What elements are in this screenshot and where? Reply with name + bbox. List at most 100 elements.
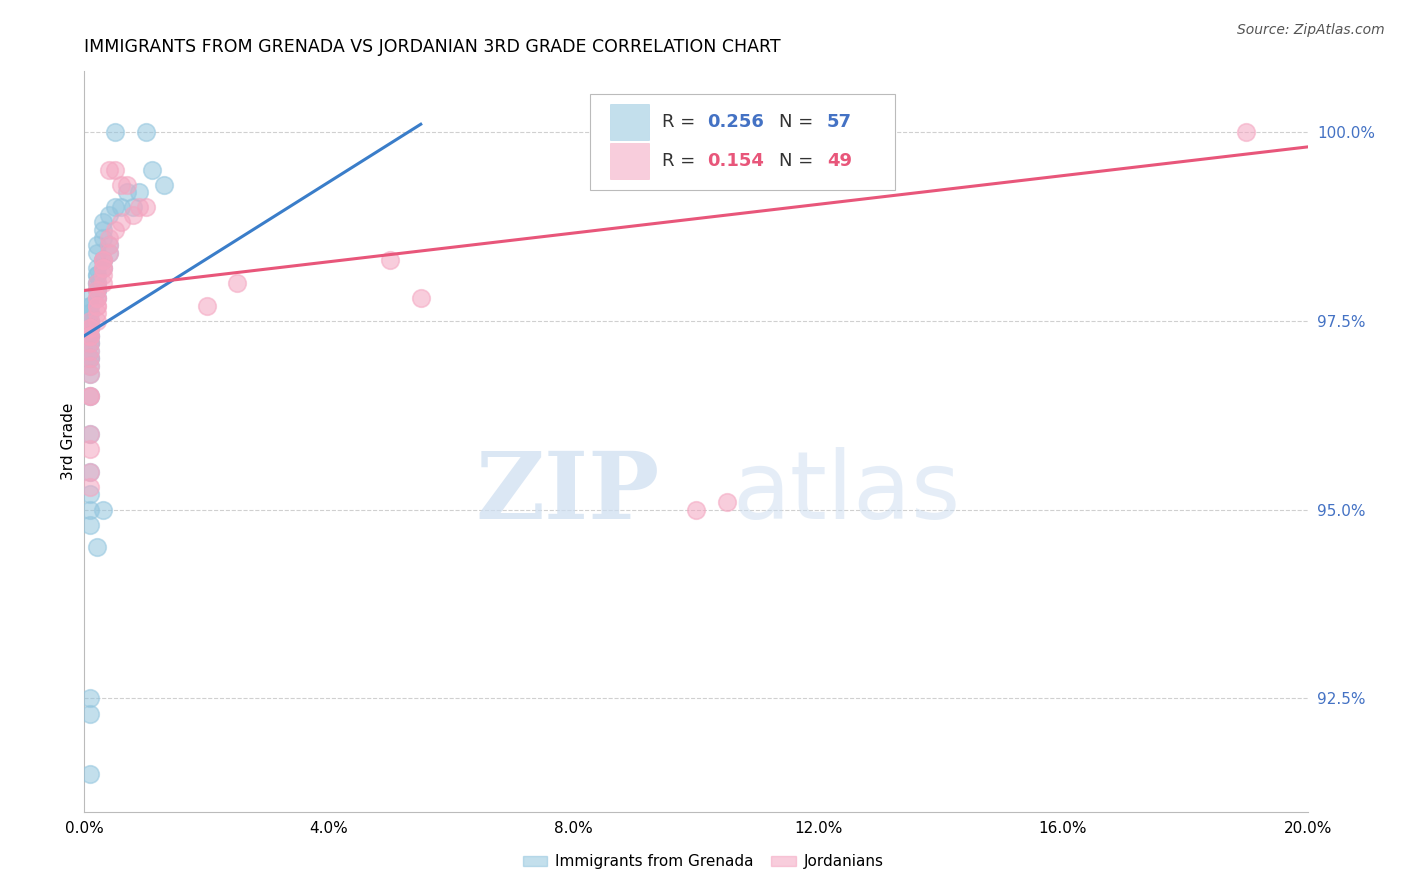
Point	[86, 245, 108, 260]
Point	[79, 299, 101, 313]
Point	[79, 313, 101, 327]
Legend: Immigrants from Grenada, Jordanians: Immigrants from Grenada, Jordanians	[516, 848, 890, 875]
Point	[86, 291, 108, 305]
Point	[104, 125, 127, 139]
Text: 0.154: 0.154	[707, 153, 763, 170]
Text: N =: N =	[779, 113, 820, 131]
Y-axis label: 3rd Grade: 3rd Grade	[60, 403, 76, 480]
Point	[110, 200, 132, 214]
Text: 0.256: 0.256	[707, 113, 763, 131]
Point	[79, 328, 101, 343]
Point	[104, 223, 127, 237]
Point	[91, 260, 114, 275]
Point	[79, 359, 101, 373]
Point	[104, 200, 127, 214]
Point	[104, 162, 127, 177]
Point	[79, 502, 101, 516]
Point	[79, 480, 101, 494]
Point	[91, 276, 114, 290]
Point	[97, 238, 120, 252]
FancyBboxPatch shape	[589, 94, 896, 190]
Point	[128, 186, 150, 200]
Point	[79, 706, 101, 721]
Point	[97, 245, 120, 260]
Point	[86, 541, 108, 555]
Text: IMMIGRANTS FROM GRENADA VS JORDANIAN 3RD GRADE CORRELATION CHART: IMMIGRANTS FROM GRENADA VS JORDANIAN 3RD…	[84, 38, 780, 56]
Text: R =: R =	[662, 113, 700, 131]
Point	[79, 367, 101, 381]
Point	[79, 389, 101, 403]
Point	[91, 260, 114, 275]
Point	[153, 178, 176, 192]
Point	[86, 268, 108, 283]
Point	[122, 208, 145, 222]
Point	[135, 125, 157, 139]
Point	[86, 291, 108, 305]
Point	[79, 351, 101, 366]
Point	[1236, 125, 1258, 139]
Point	[86, 299, 108, 313]
Point	[79, 306, 101, 320]
Point	[141, 162, 163, 177]
Point	[79, 343, 101, 358]
Text: ZIP: ZIP	[475, 449, 659, 539]
Point	[128, 200, 150, 214]
FancyBboxPatch shape	[610, 144, 650, 179]
Point	[409, 291, 432, 305]
Point	[79, 299, 101, 313]
Point	[91, 253, 114, 268]
Point	[79, 328, 101, 343]
Point	[86, 268, 108, 283]
Point	[79, 351, 101, 366]
Point	[97, 208, 120, 222]
Point	[115, 186, 138, 200]
Point	[79, 465, 101, 479]
Point	[79, 313, 101, 327]
Point	[79, 389, 101, 403]
Point	[122, 200, 145, 214]
Point	[91, 253, 114, 268]
Point	[685, 502, 707, 516]
Point	[86, 260, 108, 275]
Point	[79, 321, 101, 335]
Point	[91, 215, 114, 229]
Point	[79, 328, 101, 343]
Point	[86, 313, 108, 327]
Point	[79, 442, 101, 456]
Point	[79, 336, 101, 351]
Point	[79, 427, 101, 442]
Point	[97, 238, 120, 252]
Point	[86, 276, 108, 290]
Point	[79, 336, 101, 351]
Point	[110, 215, 132, 229]
Point	[79, 367, 101, 381]
Point	[380, 253, 402, 268]
Point	[79, 336, 101, 351]
Point	[86, 306, 108, 320]
Point	[97, 162, 120, 177]
Point	[91, 223, 114, 237]
Point	[79, 321, 101, 335]
Point	[79, 389, 101, 403]
Point	[91, 230, 114, 244]
Point	[86, 284, 108, 298]
Point	[86, 238, 108, 252]
Text: 57: 57	[827, 113, 852, 131]
Point	[135, 200, 157, 214]
Point	[79, 517, 101, 532]
Text: atlas: atlas	[733, 448, 960, 540]
Point	[86, 299, 108, 313]
Point	[79, 465, 101, 479]
Point	[79, 328, 101, 343]
Point	[86, 284, 108, 298]
Point	[79, 306, 101, 320]
Text: Source: ZipAtlas.com: Source: ZipAtlas.com	[1237, 23, 1385, 37]
Text: 49: 49	[827, 153, 852, 170]
Point	[716, 495, 738, 509]
Point	[79, 343, 101, 358]
Point	[91, 253, 114, 268]
Point	[79, 321, 101, 335]
Point	[79, 321, 101, 335]
Point	[79, 351, 101, 366]
Point	[91, 502, 114, 516]
